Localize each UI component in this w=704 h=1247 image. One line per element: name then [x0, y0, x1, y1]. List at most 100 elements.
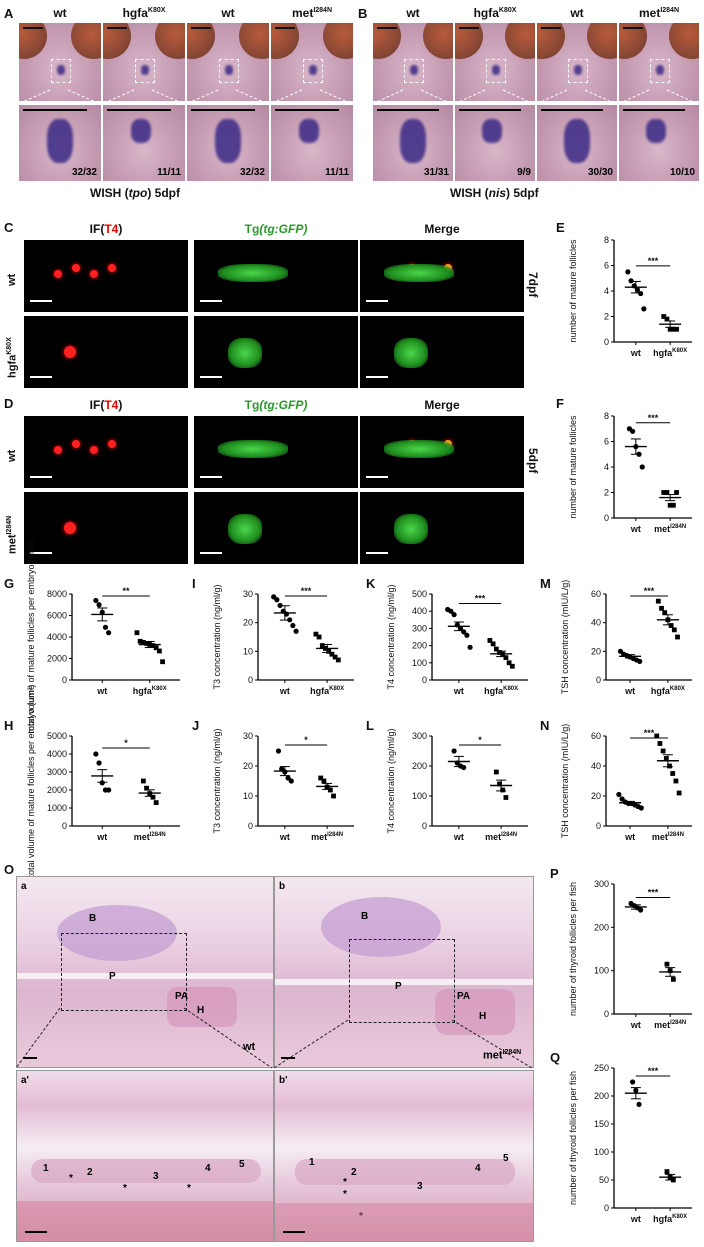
data-point: [490, 641, 496, 647]
wish-a-col-header: metI284N: [291, 6, 333, 20]
y-tick-label: 8000: [47, 589, 67, 599]
chart-svg: 0 2 4 6 8 number of mature follicles wt hgfaK80…: [568, 235, 692, 358]
wish-zoom-image: 11/11: [270, 104, 354, 182]
group-label: wt: [279, 832, 290, 842]
data-point: [275, 748, 282, 754]
signal-spot: [90, 270, 98, 278]
signal-spot: [54, 446, 62, 454]
wish-b-col-header: wt: [406, 6, 420, 20]
panel-label-o: O: [4, 862, 15, 877]
data-point: [467, 644, 473, 650]
data-point: [638, 805, 644, 811]
data-point: [660, 748, 666, 754]
signal-spot: [64, 522, 76, 534]
data-point: [464, 632, 470, 638]
wish-zoom-image: 30/30: [536, 104, 618, 182]
stain-spot: [574, 65, 582, 75]
wish-zoom-image: 10/10: [618, 104, 700, 182]
data-point: [667, 326, 673, 332]
data-point: [670, 326, 676, 332]
chart-svg: 0 100 200 300 T4 concentration (ng/ml/g) wt me…: [386, 728, 528, 842]
data-point: [93, 751, 99, 757]
y-tick-label: 20: [591, 791, 601, 801]
wish-b-col-header: metI284N: [638, 6, 680, 20]
ratio-label: 30/30: [587, 167, 613, 178]
stain-blob: [215, 119, 241, 163]
data-point: [639, 464, 645, 470]
scale-bar: [200, 476, 222, 478]
chart-l: 0 100 200 300 T4 concentration (ng/ml/g) wt me…: [374, 720, 540, 860]
stain-blob: [47, 119, 73, 163]
panel-label-a: A: [4, 6, 14, 21]
group-label: hgfaK80X: [310, 686, 344, 696]
if-header-t4: IF(T4): [89, 222, 123, 236]
y-tick-label: 0: [604, 337, 609, 347]
chart-m: 0 20 40 60 TSH concentration (mIU/L/g) wt hgfa…: [548, 578, 704, 714]
ratio-label: 11/11: [325, 167, 349, 178]
follicle-1: 1: [43, 1163, 49, 1174]
y-tick-label: 10: [243, 646, 253, 656]
zoom-box: [650, 59, 670, 83]
group-label: metI284N: [654, 524, 686, 534]
if-header-merge: Merge: [424, 398, 460, 412]
data-point: [506, 660, 512, 666]
y-tick-label: 200: [594, 1091, 609, 1101]
scale-bar: [541, 27, 561, 29]
data-point: [628, 278, 634, 284]
gfp-signal: [394, 514, 428, 544]
panel-label-j: J: [192, 718, 200, 733]
data-point: [493, 769, 499, 775]
y-axis-label: TSH concentration (mIU/L/g): [560, 580, 570, 695]
panel-label-e: E: [556, 220, 565, 235]
y-tick-label: 300: [412, 731, 427, 741]
data-point: [670, 502, 676, 508]
panel-label-f: F: [556, 396, 564, 411]
zoom-box: [404, 59, 424, 83]
wish-b-col-header: wt: [570, 6, 584, 20]
scale-bar: [200, 300, 222, 302]
signal-spot: [64, 346, 76, 358]
scale-bar: [366, 552, 388, 554]
significance-label: ***: [648, 256, 659, 266]
if-image: [24, 240, 188, 312]
panel-label-p: P: [550, 866, 559, 881]
chart-svg: 0 10 20 30 T3 concentration (ng/ml/g) wt metI2…: [212, 728, 354, 842]
he-section-a: a B P PA H wt: [16, 876, 274, 1068]
data-point: [662, 610, 668, 616]
panel-label-g: G: [4, 576, 15, 591]
data-point: [140, 778, 146, 784]
ratio-label: 9/9: [517, 167, 531, 178]
data-point: [668, 623, 674, 628]
brain-region: [321, 897, 441, 957]
panel-label-h: H: [4, 718, 14, 733]
if-header-t4: IF(T4): [89, 398, 123, 412]
if-image: [360, 416, 524, 488]
data-point: [290, 622, 296, 629]
y-axis-label: T3 concentration (ng/ml/g): [212, 728, 222, 833]
y-tick-label: 30: [243, 731, 253, 741]
y-tick-label: 400: [412, 606, 427, 616]
stain-blob: [646, 119, 666, 143]
group-label: wt: [624, 686, 635, 696]
data-point: [137, 638, 143, 644]
scale-bar: [200, 552, 222, 554]
scale-bar: [377, 27, 397, 29]
data-point: [106, 630, 112, 636]
data-point: [156, 648, 162, 654]
wish-whole-image: [18, 22, 102, 102]
scale-bar: [25, 1231, 47, 1233]
ratio-label: 32/32: [71, 167, 97, 178]
scale-bar: [191, 109, 255, 111]
wish-a-caption: WISH (tpo) 5dpf: [90, 186, 180, 200]
tag-pa: PA: [457, 991, 471, 1002]
chart-j: 0 10 20 30 T3 concentration (ng/ml/g) wt metI2…: [200, 720, 366, 860]
y-tick-label: 20: [243, 618, 253, 628]
y-tick-label: 200: [412, 641, 427, 651]
y-tick-label: 200: [594, 922, 609, 932]
he-b2-label: b': [279, 1075, 288, 1086]
stain-spot: [309, 65, 317, 75]
chart-svg: 0 100 200 300 400 500 T4 concentration (ng/ml/…: [386, 584, 528, 696]
scale-bar: [366, 476, 388, 478]
y-tick-label: 6000: [47, 611, 67, 621]
panel-label-b: B: [358, 6, 368, 21]
